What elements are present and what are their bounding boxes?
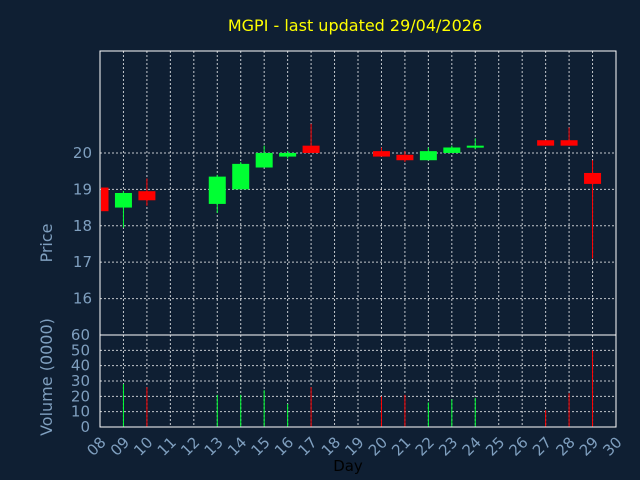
- volume-panel-frame: [99, 334, 617, 428]
- candle-body: [443, 147, 461, 153]
- x-tick-label: 08: [83, 433, 109, 459]
- volume-tick-label: 20: [71, 387, 90, 405]
- x-tick-label: 22: [412, 433, 438, 459]
- x-tick-label: 30: [599, 433, 625, 459]
- price-panel: [99, 123, 602, 259]
- volume-tick-label: 50: [71, 341, 90, 359]
- candle-body: [372, 151, 390, 157]
- x-tick-label: 29: [576, 433, 602, 459]
- price-tick-label: 17: [73, 253, 92, 271]
- chart-title: MGPI - last updated 29/04/2026: [228, 16, 482, 35]
- x-tick-label: 16: [271, 433, 297, 459]
- grid-layer: [100, 51, 616, 427]
- x-tick-label: 10: [130, 433, 156, 459]
- x-tick-label: 17: [294, 433, 320, 459]
- x-tick-label: 24: [459, 433, 485, 459]
- x-tick-label: 09: [107, 433, 133, 459]
- price-tick-label: 19: [73, 180, 92, 198]
- volume-tick-label: 40: [71, 357, 90, 375]
- candle-body: [537, 140, 555, 146]
- x-tick-label: 27: [529, 433, 555, 459]
- x-tick-label: 12: [177, 433, 203, 459]
- candle-body: [232, 163, 250, 190]
- x-axis-label: Day: [333, 457, 363, 475]
- price-tick-label: 18: [73, 217, 92, 235]
- x-tick-label: 26: [506, 433, 532, 459]
- candle-body: [101, 187, 109, 212]
- candle-body: [208, 176, 226, 204]
- x-tick-label: 15: [248, 433, 274, 459]
- x-tick-label: 14: [224, 433, 250, 459]
- x-tick-label: 28: [552, 433, 578, 459]
- candle-body: [584, 172, 602, 184]
- candle-body: [419, 151, 437, 161]
- candle-body: [138, 191, 156, 201]
- candle-body: [279, 152, 297, 157]
- price-tick-label: 16: [73, 290, 92, 308]
- volume-axis-label: Volume (0000): [37, 318, 56, 436]
- x-tick-label: 25: [482, 433, 508, 459]
- x-tick-label: 13: [201, 433, 227, 459]
- volume-tick-label: 30: [71, 372, 90, 390]
- volume-tick-label: 10: [71, 403, 90, 421]
- x-tick-label: 11: [154, 433, 180, 459]
- x-tick-label: 19: [341, 433, 367, 459]
- candle-body: [396, 154, 414, 161]
- x-tick-label: 21: [388, 433, 414, 459]
- price-tick-label: 20: [73, 144, 92, 162]
- x-tick-label: 18: [318, 433, 344, 459]
- candle-body: [560, 140, 578, 146]
- candle-body: [466, 145, 484, 148]
- axes: 1617181920010203040506008091011121314151…: [71, 50, 626, 460]
- x-tick-label: 23: [435, 433, 461, 459]
- volume-panel: [122, 350, 594, 427]
- candle-body: [255, 152, 273, 168]
- candle-body: [302, 145, 320, 153]
- price-axis-label: Price: [37, 223, 56, 262]
- volume-tick-label: 0: [80, 418, 90, 436]
- candle-body: [114, 193, 132, 208]
- volume-tick-label: 60: [71, 326, 90, 344]
- x-tick-label: 20: [365, 433, 391, 459]
